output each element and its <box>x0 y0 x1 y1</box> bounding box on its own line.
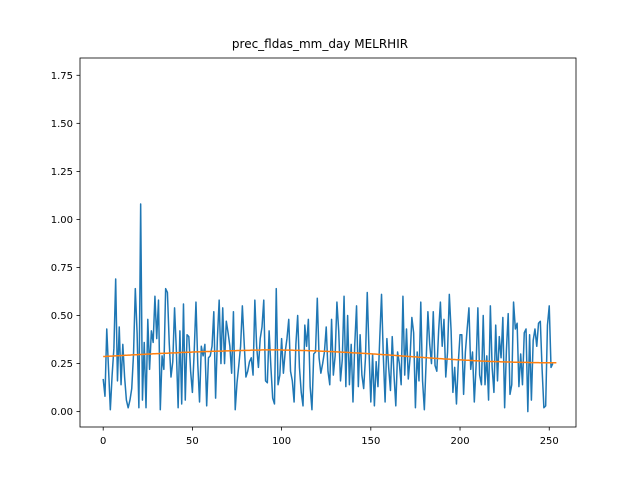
x-tick-label: 200 <box>450 436 469 447</box>
y-tick-label: 0.50 <box>51 311 73 322</box>
y-tick-label: 1.75 <box>51 71 73 82</box>
x-tick-label: 50 <box>186 436 199 447</box>
series-line-trend <box>103 349 557 364</box>
series-line-data <box>102 203 554 413</box>
axes-frame <box>79 57 577 428</box>
x-tick-label: 250 <box>540 436 559 447</box>
plot-area: 0 50 100 150 200 250 0.00 0.25 0.50 0.75 1.00 1.25 1… <box>51 57 577 447</box>
y-tick-label: 1.00 <box>51 215 73 226</box>
y-tick-label: 1.50 <box>51 119 73 130</box>
x-tick-label: 0 <box>100 436 106 447</box>
y-tick-label: 0.00 <box>51 407 73 418</box>
y-tick-label: 0.25 <box>51 359 73 370</box>
x-tick-label: 100 <box>272 436 291 447</box>
y-tick-label: 0.75 <box>51 263 73 274</box>
chart-title: prec_fldas_mm_day MELRHIR <box>232 37 408 51</box>
y-tick-label: 1.25 <box>51 167 73 178</box>
x-tick-label: 150 <box>361 436 380 447</box>
